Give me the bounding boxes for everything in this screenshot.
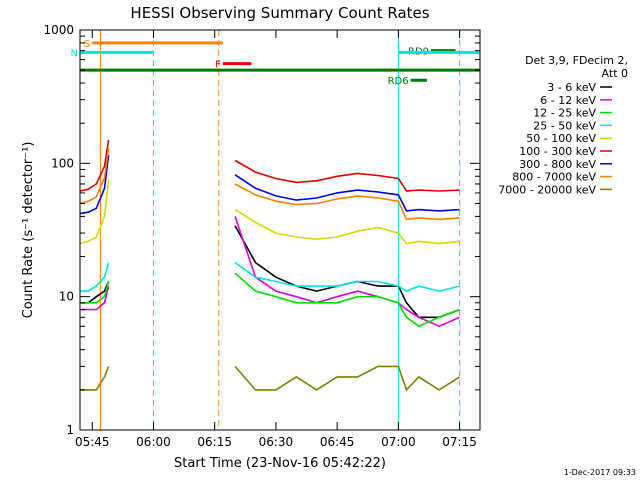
legend-entry-label: 25 - 50 keV	[533, 119, 596, 132]
axes: 05:45 06:00 06:15 06:30 06:45 07:00 07:15 1 10 10…	[43, 23, 480, 449]
series-line	[234, 216, 460, 328]
series-line	[234, 272, 460, 328]
x-axis-label: Start Time (23-Nov-16 05:42:22)	[174, 456, 386, 471]
series-line	[234, 174, 460, 212]
annotation-label: N	[71, 48, 78, 59]
legend-entry-label: 800 - 7000 keV	[512, 171, 596, 184]
footer-date: 1-Dec-2017 09:33	[564, 468, 636, 477]
series-line	[234, 225, 460, 319]
annotation-label: S	[84, 39, 90, 50]
legend-entry-label: 12 - 25 keV	[533, 107, 596, 120]
y-tick-label: 1000	[43, 23, 74, 37]
series-line	[234, 159, 460, 192]
annotation-label: RD6	[388, 76, 409, 87]
series-line	[234, 208, 460, 245]
legend-header-line: Det 3,9, FDecim 2,	[525, 54, 628, 67]
legend-entry-label: 50 - 100 keV	[526, 132, 596, 145]
series-line	[80, 281, 110, 304]
series-line	[80, 281, 110, 304]
y-tick-label: 100	[51, 156, 74, 170]
x-tick-label: 07:00	[381, 435, 416, 449]
x-tick-label: 06:00	[136, 435, 171, 449]
y-tick-label: 1	[66, 423, 74, 437]
plot-frame	[79, 29, 481, 431]
x-tick-label: 06:45	[320, 435, 355, 449]
chart-title: HESSI Observing Summary Count Rates	[130, 4, 429, 22]
x-tick-label: 07:15	[442, 435, 477, 449]
legend-entry-label: 300 - 800 keV	[519, 158, 596, 171]
series-line	[79, 147, 110, 205]
legend-entry-label: 7000 - 20000 keV	[498, 183, 596, 196]
x-tick-label: 05:45	[75, 435, 110, 449]
series-line	[80, 366, 110, 391]
annotation-bars: SNFRD6RD9	[71, 30, 480, 430]
series-line	[234, 365, 461, 392]
legend-entry-label: 100 - 300 keV	[519, 145, 596, 158]
series-line	[79, 179, 110, 245]
annotation-label: F	[215, 60, 221, 71]
legend-header-line: Att 0	[602, 67, 628, 80]
series-line	[79, 139, 110, 192]
series-line	[79, 155, 110, 215]
series-line	[80, 262, 110, 292]
legend-entry-label: 6 - 12 keV	[540, 94, 596, 107]
series-line	[234, 261, 460, 292]
y-axis-label: Count Rate (s⁻¹ detector⁻¹)	[21, 142, 36, 319]
series-layer	[79, 139, 461, 392]
y-tick-label: 10	[59, 290, 74, 304]
series-line	[234, 183, 460, 221]
legend-entry-label: 3 - 6 keV	[547, 81, 596, 94]
series-line	[80, 285, 110, 311]
x-tick-label: 06:15	[197, 435, 232, 449]
x-tick-label: 06:30	[259, 435, 294, 449]
